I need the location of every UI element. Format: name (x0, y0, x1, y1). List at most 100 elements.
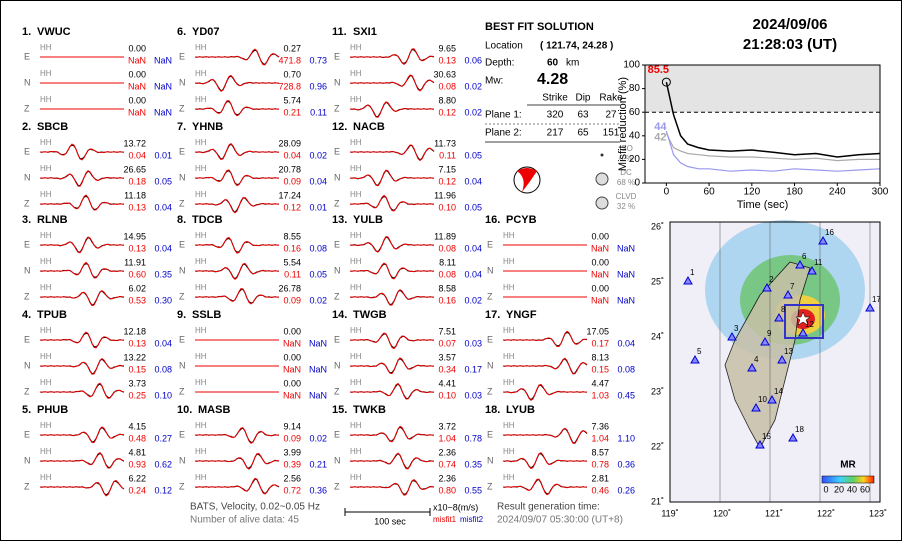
colorbar-tick: 40 (847, 484, 857, 494)
y-tick-label: 80 (629, 83, 641, 94)
misfit2: 0.35 (154, 269, 172, 279)
amplitude: 3.73 (128, 378, 146, 388)
misfit1: 0.08 (438, 269, 456, 279)
y-tick-label: 60 (629, 107, 641, 118)
plane-label: Plane 1: (485, 110, 522, 121)
waveform-synthetic (503, 427, 588, 444)
component: E (179, 429, 185, 439)
value-label: 44 (654, 121, 667, 133)
amplitude: 8.57 (591, 447, 609, 457)
clvd-icon (595, 196, 609, 210)
misfit2: 0.04 (617, 338, 635, 348)
misfit1: NaN (591, 243, 609, 253)
station-name: PHUB (37, 404, 68, 416)
misfit1: 0.34 (438, 364, 456, 374)
station-number: 7. (177, 121, 186, 133)
waveform-synthetic (350, 144, 435, 162)
band: HH (40, 421, 52, 430)
station-label: 6 (802, 252, 807, 261)
station-label: 16 (825, 228, 834, 237)
station-marker (683, 275, 693, 285)
station-name: SXI1 (353, 26, 377, 38)
misfit2: 0.04 (154, 202, 172, 212)
misfit1: 0.08 (438, 243, 456, 253)
station-name: PCYB (506, 214, 537, 226)
band: HH (40, 326, 52, 335)
component: E (179, 334, 185, 344)
component: N (487, 265, 494, 275)
component: Z (334, 198, 340, 208)
misfit1: 0.24 (128, 485, 146, 495)
station-marker (777, 354, 787, 364)
station-number: 14. (332, 309, 347, 321)
component: E (334, 334, 340, 344)
misfit2: 0.05 (309, 269, 327, 279)
band: HH (350, 378, 362, 387)
value-label: 85.5 (648, 64, 669, 76)
station-marker (788, 432, 798, 442)
misfit1: 1.03 (591, 390, 609, 400)
waveform-synthetic (350, 382, 434, 400)
misfit2: 0.62 (154, 459, 172, 469)
misfit2: 0.04 (464, 269, 482, 279)
filter: BATS, Velocity, 0.02~0.05 Hz (190, 502, 320, 513)
misfit1: 0.12 (283, 202, 301, 212)
station-label: 18 (795, 425, 804, 434)
waveform-synthetic (195, 262, 279, 280)
waveform-synthetic (350, 194, 434, 212)
misfit1: NaN (283, 338, 301, 348)
station-marker (798, 327, 808, 337)
amplitude: 13.22 (123, 352, 146, 362)
station-marker (755, 439, 765, 449)
waveform-synthetic (40, 331, 124, 349)
band: HH (40, 473, 52, 482)
band: HH (195, 352, 207, 361)
component: N (24, 77, 31, 87)
band: HH (503, 283, 515, 292)
band: HH (195, 95, 207, 104)
component-name: DC (620, 168, 632, 177)
misfit2: 0.03 (464, 390, 482, 400)
label: Location (485, 41, 523, 52)
component: N (334, 172, 341, 182)
misfit1: 0.12 (438, 107, 456, 117)
component: N (24, 265, 31, 275)
band: HH (503, 378, 515, 387)
band: HH (40, 138, 52, 147)
band: HH (195, 447, 207, 456)
station-label: 7 (790, 282, 795, 291)
component: N (334, 455, 341, 465)
station-name: TPUB (37, 309, 67, 321)
station-label: 10 (758, 395, 767, 404)
station-name: NACB (353, 121, 385, 133)
iso-icon (600, 153, 604, 157)
misfit2: 0.96 (309, 81, 327, 91)
station-marker (760, 336, 770, 346)
y-tick-label: 20 (629, 154, 641, 165)
band: HH (195, 164, 207, 173)
amplitude: 11.18 (124, 190, 146, 200)
band: HH (40, 352, 52, 361)
event-box (784, 304, 824, 339)
waveform-synthetic (40, 479, 125, 497)
misfit2: NaN (309, 338, 327, 348)
misfit2: 0.12 (154, 485, 172, 495)
waveform-synthetic (40, 170, 124, 187)
component: Z (334, 291, 340, 301)
lon-label: 122˚ (817, 508, 835, 518)
amplitude: 7.51 (438, 326, 456, 336)
station-name: YD07 (192, 26, 220, 38)
amplitude: 17.05 (586, 326, 609, 336)
component: E (24, 239, 30, 249)
plane-value: 65 (577, 128, 589, 139)
waveform-synthetic (350, 262, 434, 280)
location: ( 121.74, 24.28 ) (540, 41, 613, 52)
band: HH (195, 378, 207, 387)
misfit2: 0.21 (309, 459, 327, 469)
misfit2: 0.17 (464, 364, 482, 374)
component: Z (179, 103, 185, 113)
amplitude: 17.24 (278, 190, 301, 200)
misfit1: NaN (128, 55, 146, 65)
lat-label: 26˚ (651, 221, 664, 231)
misfit2: 0.08 (154, 364, 172, 374)
